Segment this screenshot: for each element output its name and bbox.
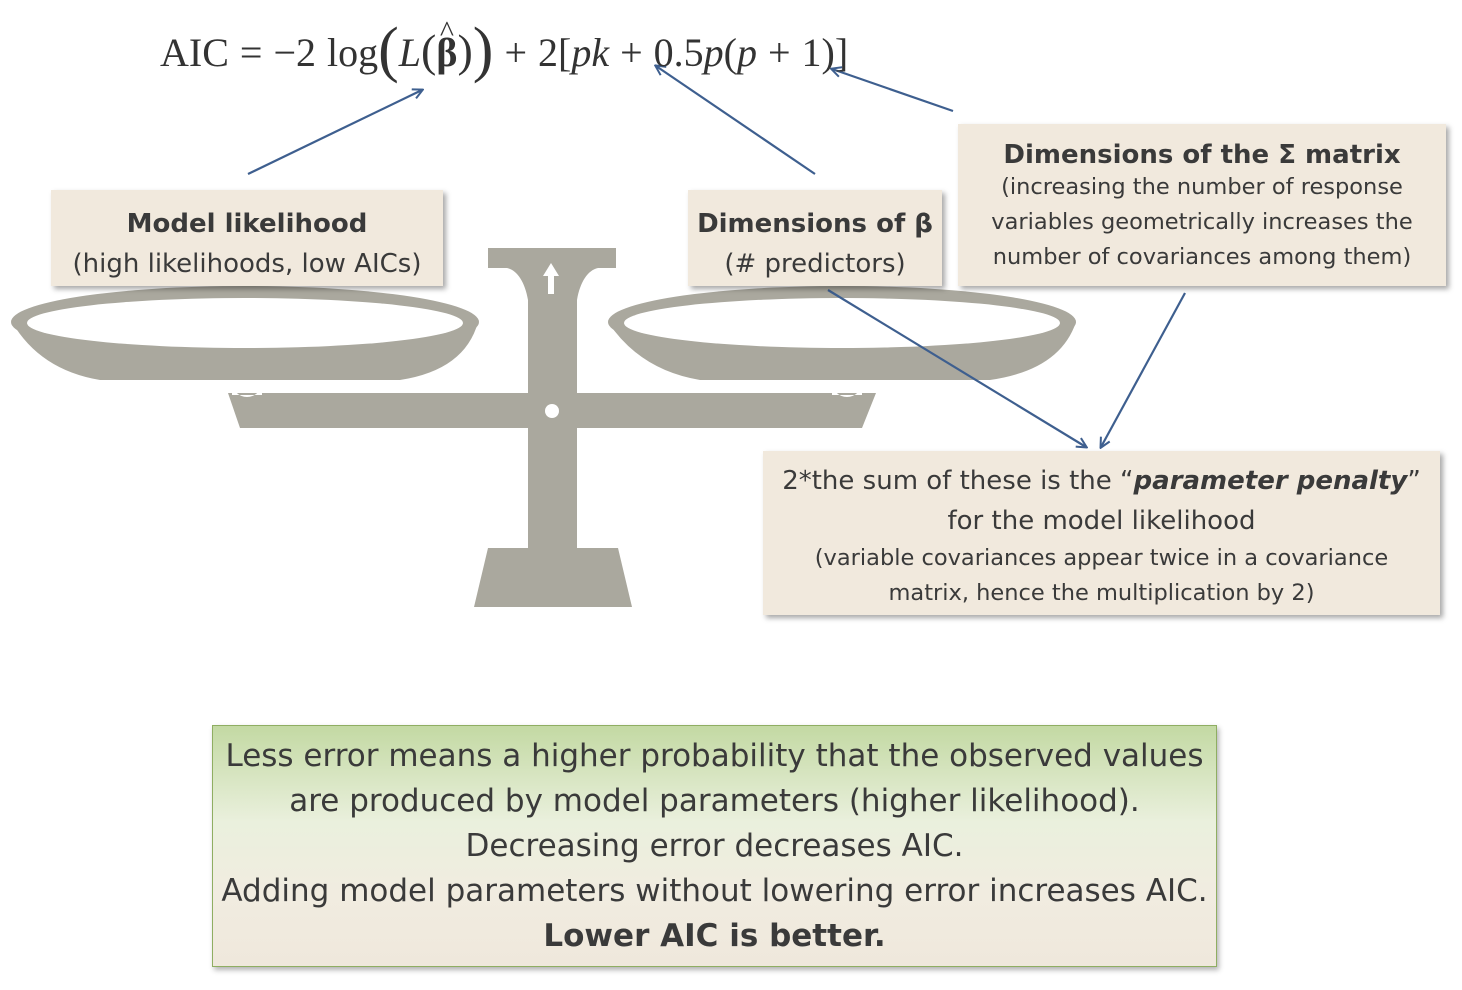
formula-aic: AIC (160, 29, 229, 75)
scale-base (474, 548, 632, 607)
summary-box: Less error means a higher probability th… (212, 725, 1217, 967)
beta-dimensions-title: Dimensions of β (697, 209, 933, 239)
formula-likelihood-L: L (398, 29, 422, 75)
formula-equals: = (239, 29, 263, 75)
formula-half: 0.5 (653, 29, 704, 75)
formula-open-paren-inner: ( (421, 25, 437, 76)
formula-plus-3: + (767, 29, 791, 75)
parameter-penalty-callout: 2*the sum of these is the “parameter pen… (763, 451, 1440, 615)
model-likelihood-subtitle: (high likelihoods, low AICs) (72, 249, 422, 279)
summary-line-4: Adding model parameters without lowering… (221, 873, 1208, 909)
arrow-beta-to-penalty (827, 289, 1086, 447)
arrow-sigma-to-penalty (1101, 292, 1186, 447)
scale-pointer-icon (543, 263, 559, 294)
formula-log: log (327, 29, 379, 75)
summary-line-1: Less error means a higher probability th… (225, 738, 1204, 774)
formula-beta-hat: ^ β (436, 15, 458, 76)
beta-dimensions-callout: Dimensions of β (# predictors) (688, 190, 942, 286)
penalty-line-4: matrix, hence the multiplication by 2) (888, 580, 1315, 606)
beta-dimensions-subtitle: (# predictors) (724, 249, 906, 279)
formula-bracket-close: ] (834, 29, 849, 75)
aic-formula: AIC = − 2 log ( L ( ^ β ) ) + 2 [ pk + 0.… (160, 15, 849, 88)
sigma-dimensions-line-2: variables geometrically increases the (991, 209, 1413, 235)
formula-plus: + (504, 29, 527, 75)
formula-close-paren-outer: ) (472, 16, 494, 84)
penalty-emphasis: parameter penalty (1133, 466, 1408, 496)
summary-line-2: are produced by model parameters (higher… (289, 783, 1140, 819)
penalty-post: ” (1407, 466, 1421, 496)
formula-plus-2: + (620, 29, 643, 75)
formula-beta: β (436, 29, 458, 75)
sigma-dimensions-title: Dimensions of the Σ matrix (1003, 140, 1401, 170)
sigma-dimensions-line-1: (increasing the number of response (1001, 174, 1403, 200)
formula-minus: − (273, 29, 297, 75)
sigma-dimensions-callout: Dimensions of the Σ matrix (increasing t… (958, 124, 1446, 286)
formula-close-paren-inner: ) (457, 25, 473, 76)
penalty-line-2: for the model likelihood (947, 506, 1256, 536)
scale-highlights (27, 263, 1060, 418)
model-likelihood-title: Model likelihood (126, 209, 368, 239)
formula-hat: ^ (439, 14, 454, 48)
penalty-pre: 2*the sum of these is the “ (782, 466, 1134, 496)
formula-close-paren-p: ) (821, 29, 835, 75)
formula-one: 1 (801, 29, 822, 75)
arrow-likelihood-to-formula (247, 90, 422, 175)
summary-line-3: Decreasing error decreases AIC. (465, 828, 964, 864)
formula-open-paren-outer: ( (378, 16, 399, 84)
model-likelihood-callout: Model likelihood (high likelihoods, low … (51, 190, 443, 286)
connector-arrows (247, 66, 1186, 447)
penalty-line-1: 2*the sum of these is the “parameter pen… (763, 461, 1440, 501)
formula-bracket-open: [ (558, 29, 572, 75)
formula-open-paren-p: ( (723, 29, 737, 75)
summary-conclusion: Lower AIC is better. (543, 918, 886, 954)
formula-two: 2 (296, 29, 317, 75)
formula-p: p (703, 29, 724, 75)
arrow-beta-to-pk (656, 66, 816, 175)
arrow-sigma-to-p (832, 69, 954, 113)
formula-two-penalty: 2 (538, 29, 558, 75)
sigma-dimensions-line-3: number of covariances among them) (992, 244, 1412, 270)
formula-p-2: p (736, 29, 757, 75)
penalty-line-3: (variable covariances appear twice in a … (814, 545, 1389, 571)
formula-pk: pk (571, 29, 610, 75)
